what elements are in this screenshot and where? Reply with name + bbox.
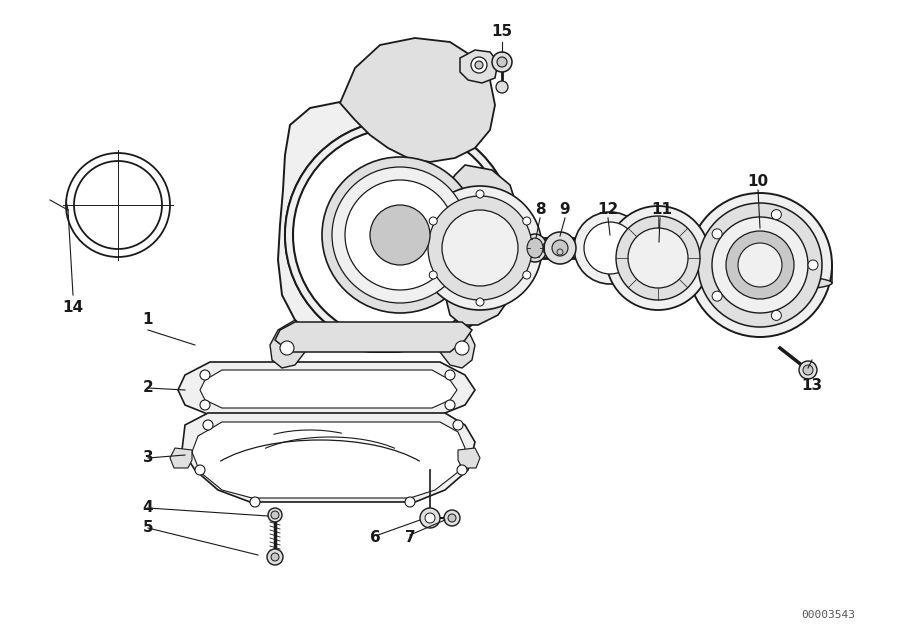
Ellipse shape: [688, 275, 832, 291]
Circle shape: [267, 549, 283, 565]
Text: 13: 13: [801, 377, 823, 392]
Circle shape: [455, 341, 469, 355]
Circle shape: [492, 52, 512, 72]
Circle shape: [271, 553, 279, 561]
Ellipse shape: [698, 203, 822, 327]
Text: 12: 12: [598, 203, 618, 218]
Circle shape: [771, 311, 781, 321]
Circle shape: [476, 190, 484, 198]
Circle shape: [712, 291, 722, 301]
Circle shape: [523, 217, 531, 225]
Circle shape: [445, 370, 455, 380]
Text: 10: 10: [747, 175, 769, 189]
Circle shape: [448, 514, 456, 522]
Circle shape: [444, 510, 460, 526]
Text: 6: 6: [370, 530, 381, 545]
Polygon shape: [200, 370, 457, 408]
Ellipse shape: [574, 212, 646, 284]
Polygon shape: [460, 50, 498, 83]
Ellipse shape: [616, 216, 700, 300]
Circle shape: [442, 210, 518, 286]
Circle shape: [200, 370, 210, 380]
Polygon shape: [192, 422, 465, 498]
Text: 3: 3: [143, 450, 153, 465]
Circle shape: [808, 260, 818, 270]
Circle shape: [322, 157, 478, 313]
Ellipse shape: [523, 234, 547, 262]
Circle shape: [471, 57, 487, 73]
Circle shape: [799, 361, 817, 379]
Circle shape: [445, 400, 455, 410]
Circle shape: [557, 249, 563, 255]
Circle shape: [280, 341, 294, 355]
Circle shape: [418, 186, 542, 310]
Text: 14: 14: [62, 300, 84, 316]
Circle shape: [496, 81, 508, 93]
Polygon shape: [442, 165, 518, 325]
Circle shape: [285, 120, 515, 350]
Circle shape: [497, 57, 507, 67]
Text: 5: 5: [143, 521, 153, 535]
Circle shape: [293, 128, 507, 342]
Circle shape: [428, 196, 532, 300]
Circle shape: [475, 61, 483, 69]
Circle shape: [250, 497, 260, 507]
Polygon shape: [340, 38, 495, 162]
Polygon shape: [275, 322, 472, 352]
Circle shape: [195, 465, 205, 475]
Circle shape: [803, 365, 813, 375]
Circle shape: [332, 167, 468, 303]
Ellipse shape: [544, 232, 576, 264]
Text: 4: 4: [143, 500, 153, 516]
Ellipse shape: [584, 222, 636, 274]
Polygon shape: [278, 100, 485, 352]
Circle shape: [268, 508, 282, 522]
Circle shape: [271, 511, 279, 519]
Circle shape: [200, 400, 210, 410]
Text: 9: 9: [560, 203, 571, 218]
Circle shape: [420, 508, 440, 528]
Circle shape: [457, 465, 467, 475]
Text: 11: 11: [652, 203, 672, 218]
Polygon shape: [440, 320, 475, 368]
Polygon shape: [170, 448, 192, 468]
Circle shape: [771, 210, 781, 220]
Circle shape: [345, 180, 455, 290]
Ellipse shape: [726, 231, 794, 299]
Circle shape: [425, 513, 435, 523]
Ellipse shape: [527, 238, 543, 258]
Ellipse shape: [712, 217, 808, 313]
Ellipse shape: [552, 240, 568, 256]
Circle shape: [523, 271, 531, 279]
Circle shape: [453, 420, 463, 430]
Circle shape: [203, 420, 213, 430]
Text: 2: 2: [142, 380, 153, 396]
Polygon shape: [178, 362, 475, 415]
Circle shape: [429, 271, 437, 279]
Text: 00003543: 00003543: [801, 610, 855, 620]
Ellipse shape: [628, 228, 688, 288]
Circle shape: [370, 205, 430, 265]
Circle shape: [712, 229, 722, 239]
Text: 15: 15: [491, 25, 513, 39]
Circle shape: [405, 497, 415, 507]
Polygon shape: [458, 448, 480, 468]
Polygon shape: [182, 413, 475, 502]
Text: 8: 8: [535, 203, 545, 218]
Circle shape: [285, 120, 515, 350]
Circle shape: [476, 298, 484, 306]
Text: 7: 7: [405, 530, 415, 545]
Polygon shape: [270, 320, 305, 368]
Text: 1: 1: [143, 312, 153, 328]
Ellipse shape: [688, 193, 832, 337]
Ellipse shape: [606, 206, 710, 310]
Circle shape: [429, 217, 437, 225]
Ellipse shape: [738, 243, 782, 287]
